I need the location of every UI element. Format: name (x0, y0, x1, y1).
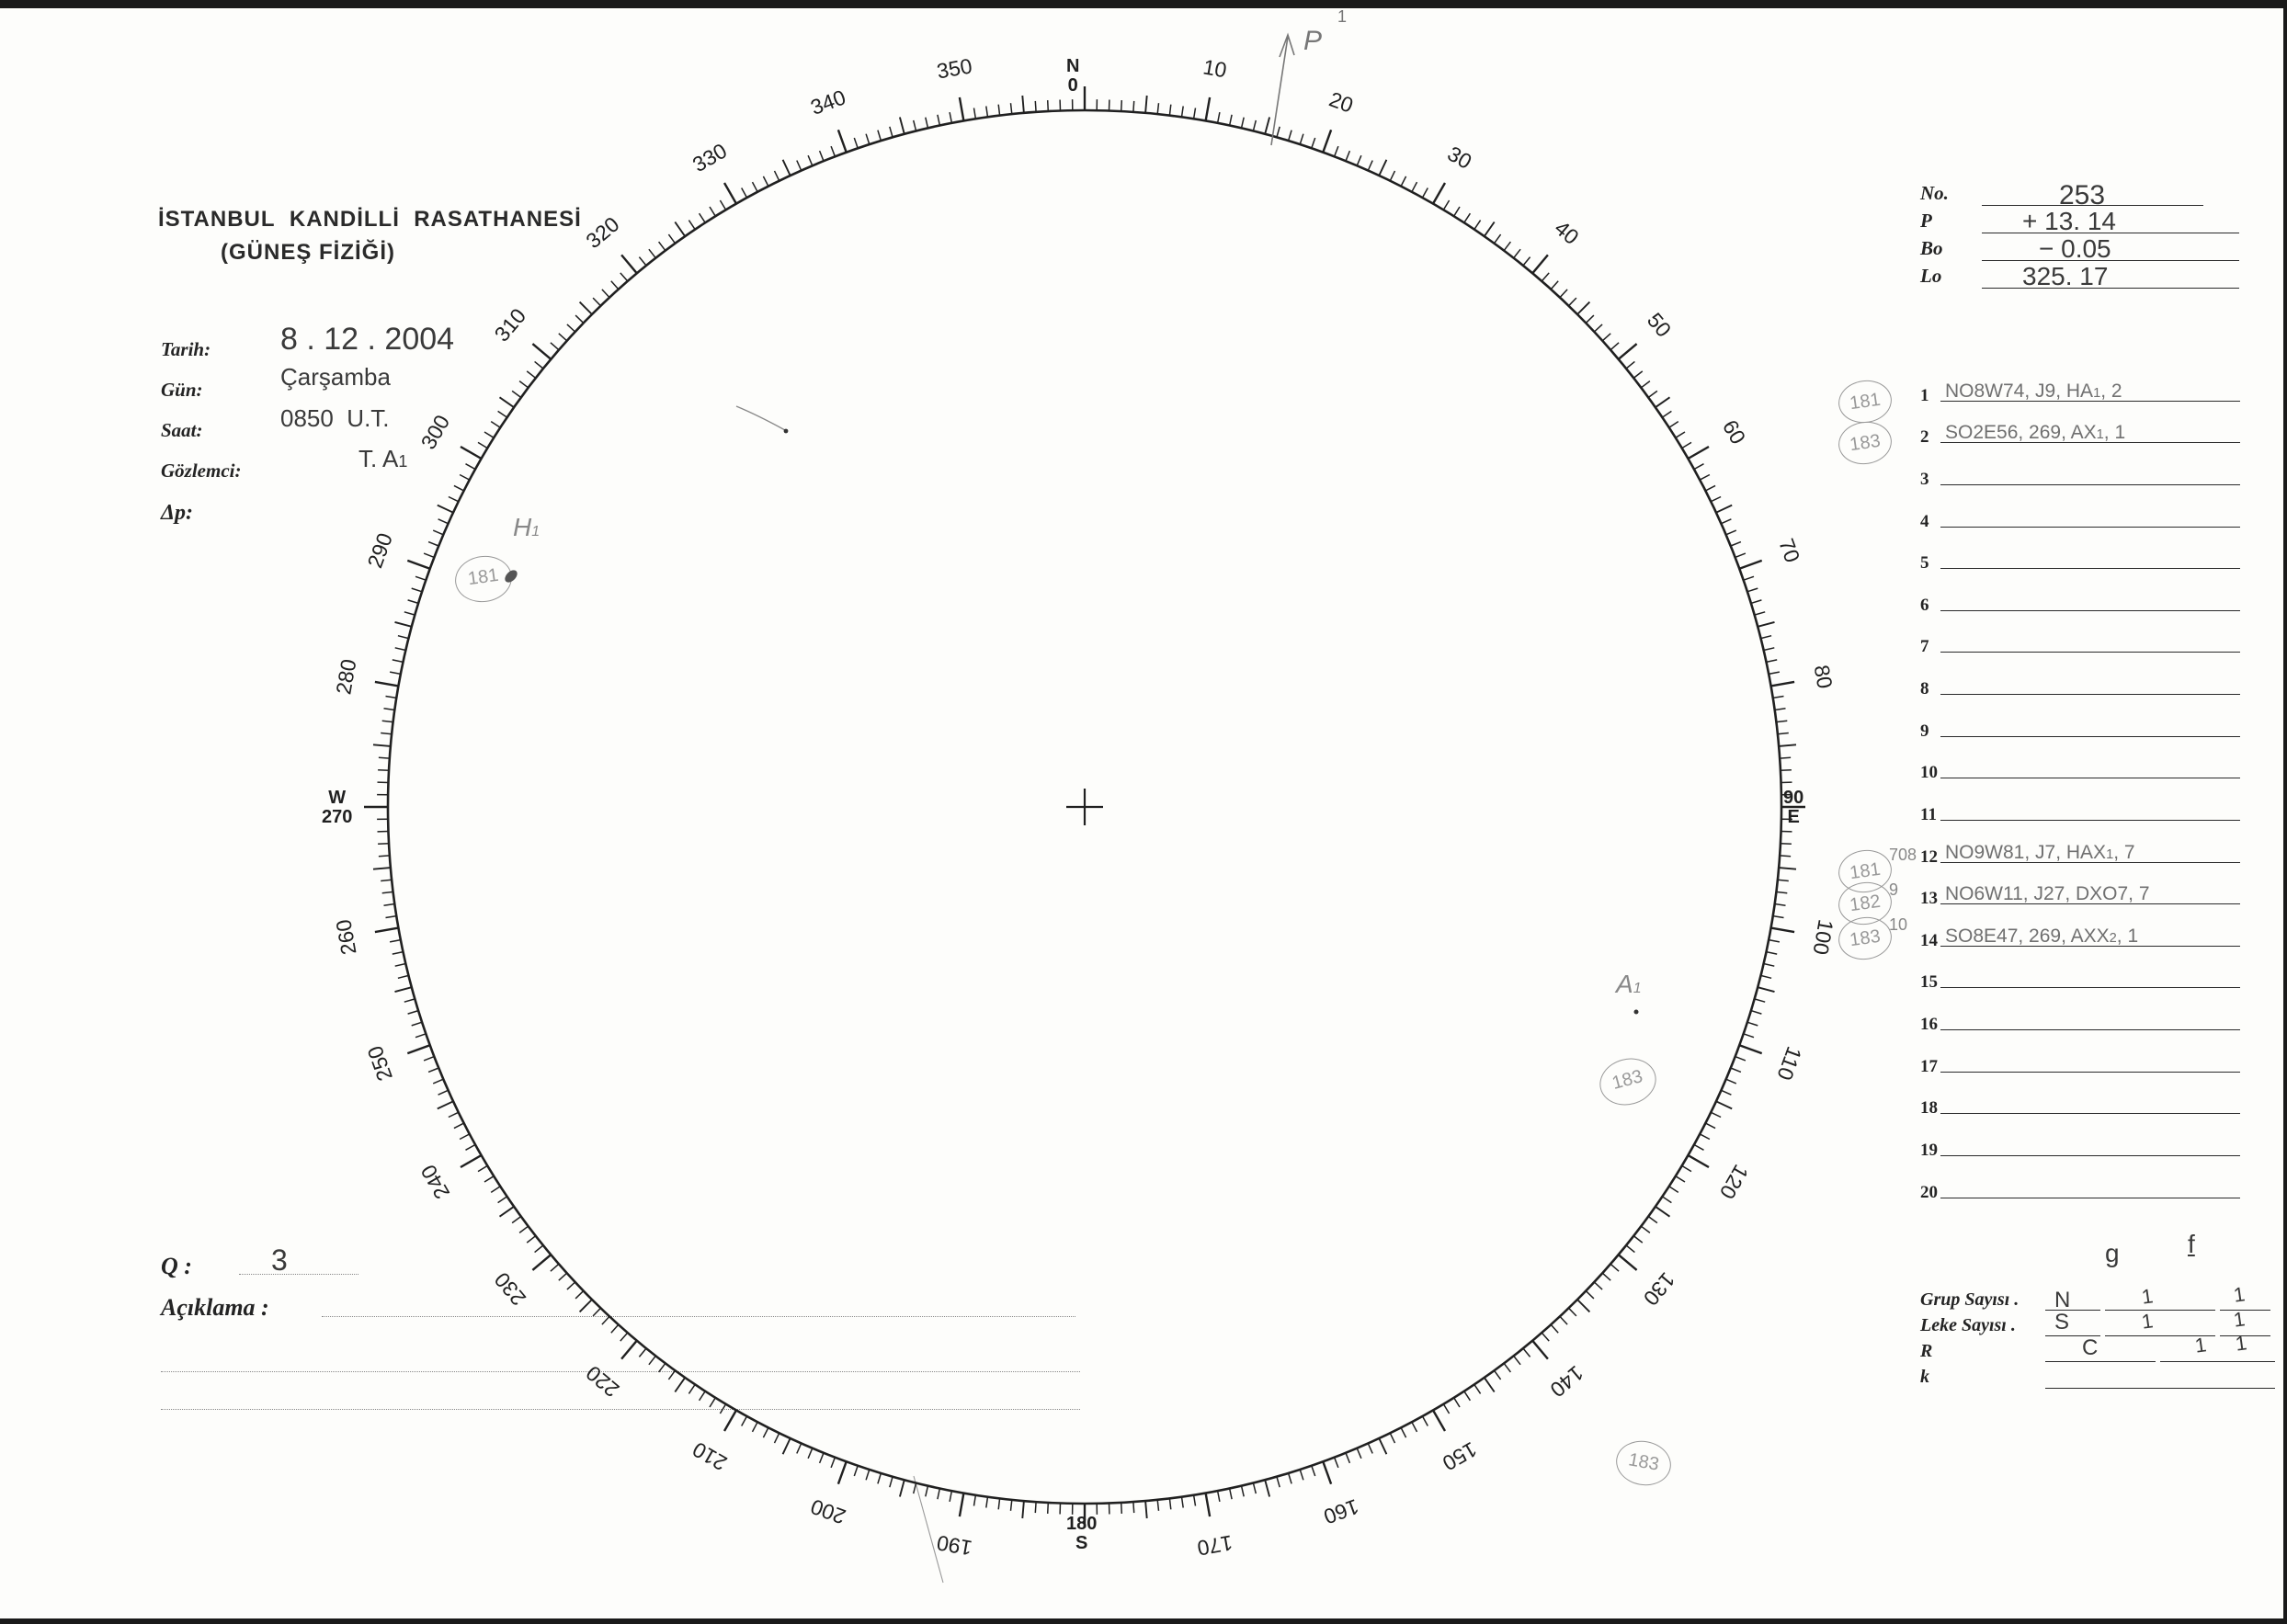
svg-text:20: 20 (1326, 87, 1357, 118)
svg-text:220: 220 (581, 1361, 623, 1403)
svg-text:70: 70 (1774, 535, 1804, 565)
svg-text:200: 200 (807, 1494, 848, 1529)
svg-text:350: 350 (935, 53, 973, 83)
svg-text:160: 160 (1321, 1494, 1362, 1529)
svg-text:100: 100 (1808, 918, 1838, 957)
svg-text:30: 30 (1443, 142, 1475, 174)
svg-text:310: 310 (490, 303, 531, 346)
svg-text:50: 50 (1643, 308, 1676, 341)
svg-text:40: 40 (1550, 216, 1583, 249)
svg-text:280: 280 (331, 657, 360, 696)
svg-text:230: 230 (490, 1267, 531, 1310)
svg-text:150: 150 (1439, 1437, 1481, 1476)
svg-text:250: 250 (362, 1043, 397, 1085)
svg-text:290: 290 (362, 529, 397, 571)
svg-text:60: 60 (1718, 415, 1750, 448)
svg-text:260: 260 (331, 918, 360, 957)
svg-text:190: 190 (935, 1530, 973, 1560)
svg-text:110: 110 (1772, 1043, 1806, 1083)
svg-text:300: 300 (416, 411, 455, 453)
svg-text:120: 120 (1715, 1161, 1754, 1203)
svg-text:330: 330 (688, 139, 731, 177)
svg-text:130: 130 (1639, 1267, 1680, 1310)
svg-text:140: 140 (1545, 1361, 1587, 1403)
svg-text:210: 210 (688, 1437, 731, 1476)
svg-text:320: 320 (581, 212, 623, 254)
svg-text:170: 170 (1196, 1530, 1235, 1560)
svg-text:80: 80 (1810, 663, 1838, 690)
svg-text:10: 10 (1201, 54, 1229, 82)
svg-text:340: 340 (807, 85, 848, 119)
svg-text:240: 240 (416, 1161, 455, 1203)
